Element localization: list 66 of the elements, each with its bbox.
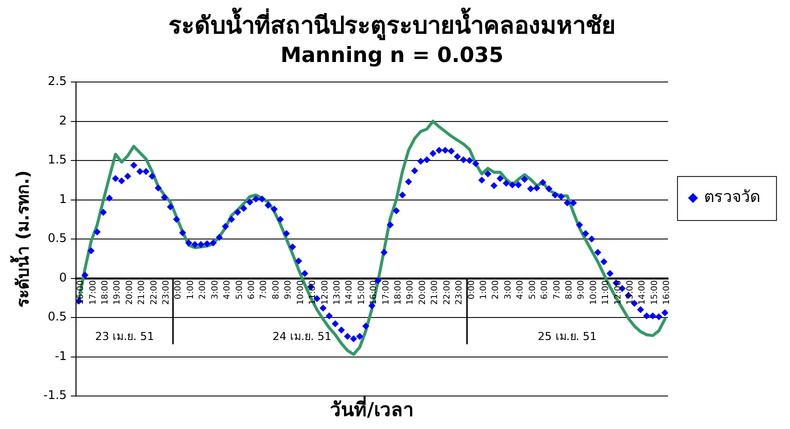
x-tick-label: 14:00 <box>638 280 648 305</box>
x-tick-label: 20:00 <box>418 280 428 305</box>
x-tick-label: 23:00 <box>454 280 465 305</box>
x-tick-label: 17:00 <box>381 280 392 305</box>
x-tick-label: 12:00 <box>320 280 330 305</box>
x-tick-label: 16:00 <box>76 280 86 305</box>
x-tick-label: 6:00 <box>540 280 550 300</box>
y-tick-label: 2.5 <box>48 74 67 88</box>
x-tick-label: 9:00 <box>284 280 294 300</box>
y-tick-label: -1.5 <box>43 388 67 402</box>
x-tick-label: 17:00 <box>88 280 98 305</box>
x-tick-label: 5:00 <box>234 280 245 300</box>
x-tick-label: 9:00 <box>576 280 587 300</box>
x-tick-label: 15:00 <box>650 280 660 305</box>
x-tick-label: 4:00 <box>222 280 233 300</box>
legend-label: ตรวจวัด <box>704 187 760 206</box>
x-tick-label: 7:00 <box>259 280 270 300</box>
x-tick-label: 3:00 <box>210 280 220 300</box>
y-axis-title: ระดับน้ำ (ม.รทก.) <box>10 170 34 308</box>
x-tick-label: 7:00 <box>552 280 562 300</box>
x-tick-label: 19:00 <box>406 280 416 305</box>
x-tick-label: 8:00 <box>564 280 574 300</box>
y-tick-label: 0 <box>59 270 67 284</box>
x-tick-label: 6:00 <box>247 280 258 300</box>
x-tick-label: 21:00 <box>137 280 148 305</box>
x-tick-label: 2:00 <box>491 280 502 300</box>
x-tick-label: 4:00 <box>516 280 526 300</box>
x-tick-label: 13:00 <box>626 280 636 305</box>
x-tick-label: 10:00 <box>588 280 599 305</box>
x-axis-title: วันที่/เวลา <box>330 396 414 421</box>
x-tick-label: 3:00 <box>503 280 514 300</box>
x-tick-label: 10:00 <box>296 280 306 305</box>
y-tick-label: 1 <box>59 192 67 206</box>
x-tick-label: 1:00 <box>186 280 196 300</box>
x-tick-label: 0:00 <box>174 280 184 300</box>
x-tick-label: 19:00 <box>112 280 123 305</box>
x-tick-label: 14:00 <box>344 280 355 305</box>
x-tick-label: 12:00 <box>613 280 624 305</box>
y-tick-label: -1 <box>54 348 67 363</box>
chart-title: ระดับน้ำที่สถานีประตูระบายน้ำคลองมหาชัย <box>168 6 616 41</box>
x-tick-label: 18:00 <box>394 280 404 305</box>
x-tick-label: 0:00 <box>466 280 477 300</box>
x-tick-label: 11:00 <box>308 280 318 305</box>
annotation: 25 เม.ย. 51 <box>538 330 597 344</box>
x-tick-label: 16:00 <box>369 280 380 305</box>
x-tick-label: 15:00 <box>356 280 367 305</box>
x-tick-label: 23:00 <box>162 280 172 305</box>
x-tick-label: 22:00 <box>149 280 160 305</box>
x-tick-label: 20:00 <box>124 280 135 305</box>
x-tick-label: 2:00 <box>198 280 208 300</box>
x-tick-label: 8:00 <box>271 280 282 300</box>
annotation: 23 เม.ย. 51 <box>95 330 154 344</box>
x-tick-label: 11:00 <box>601 280 612 305</box>
annotation: 24 เม.ย. 51 <box>272 330 332 344</box>
chart-subtitle: Manning n = 0.035 <box>280 42 504 67</box>
x-tick-label: 22:00 <box>442 280 452 305</box>
x-tick-label: 1:00 <box>479 280 489 300</box>
y-tick-label: 1.5 <box>48 152 67 167</box>
x-tick-label: 5:00 <box>528 280 538 300</box>
x-tick-label: 16:00 <box>662 280 672 305</box>
x-tick-label: 13:00 <box>332 280 342 305</box>
y-tick-label: 2 <box>59 113 67 128</box>
y-tick-label: 0.5 <box>48 310 67 324</box>
x-tick-label: 21:00 <box>430 280 440 305</box>
y-tick-label: 0.5 <box>48 231 67 246</box>
x-tick-label: 18:00 <box>100 280 110 305</box>
